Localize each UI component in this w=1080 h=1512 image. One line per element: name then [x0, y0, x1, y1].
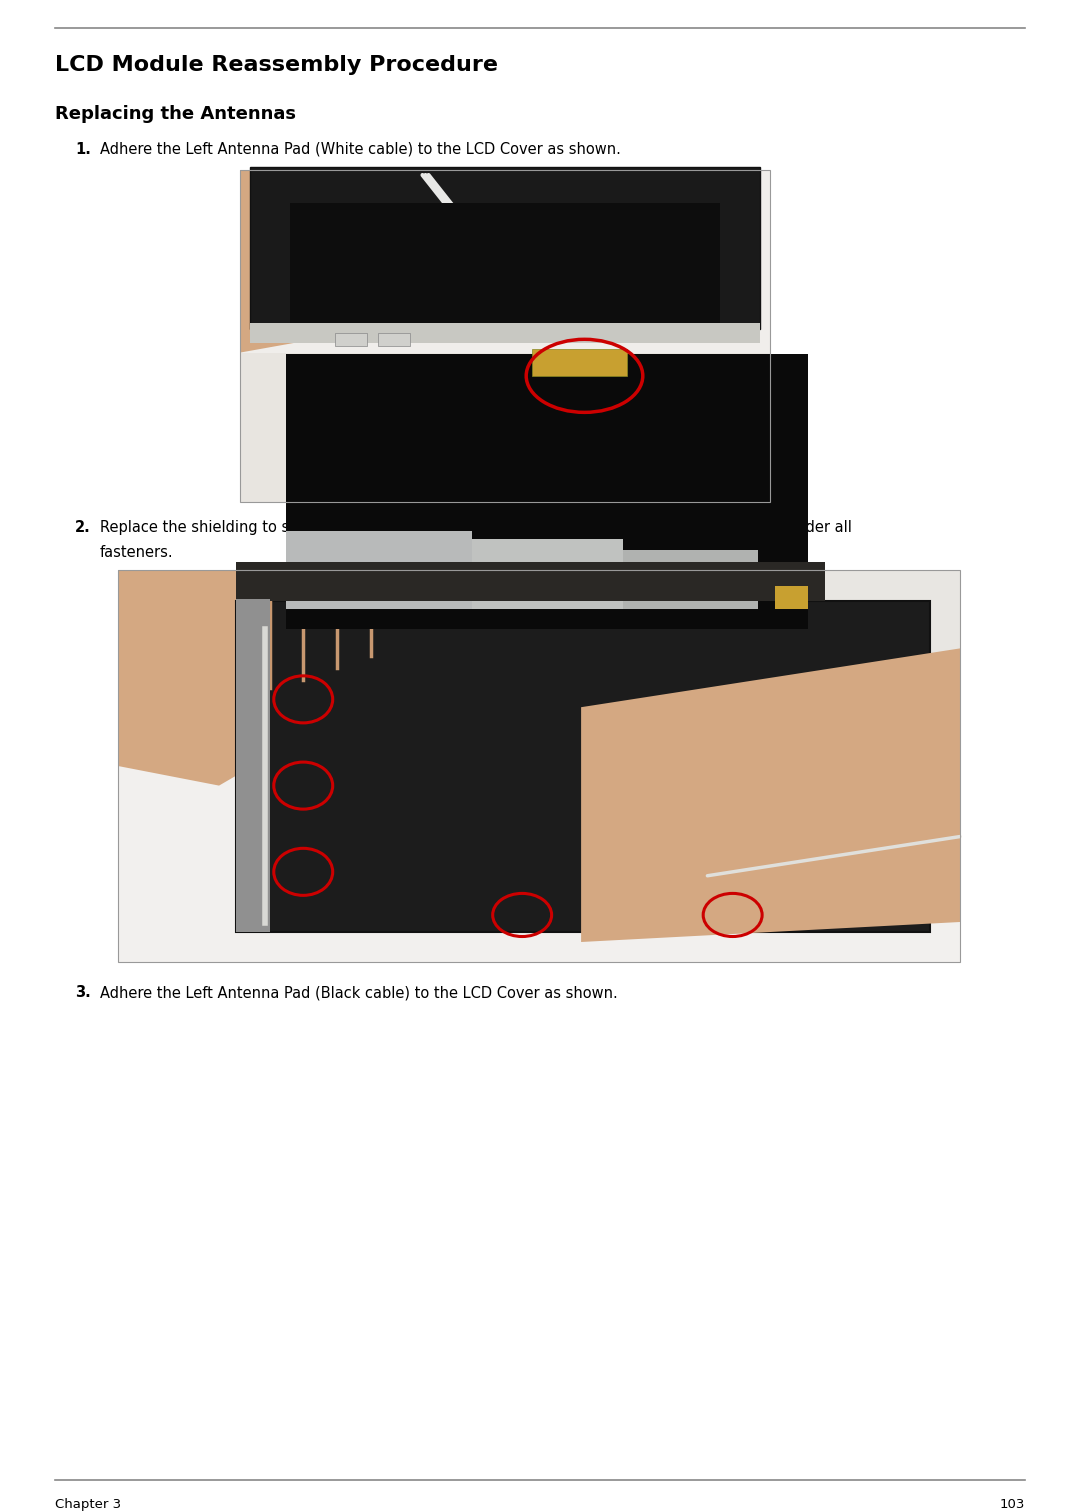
- Text: 1.: 1.: [75, 142, 91, 157]
- Polygon shape: [581, 649, 960, 942]
- Bar: [235, 599, 270, 931]
- Bar: [240, 169, 770, 352]
- Polygon shape: [235, 602, 930, 931]
- Bar: [774, 585, 809, 609]
- Text: Chapter 3: Chapter 3: [55, 1498, 121, 1510]
- Polygon shape: [240, 169, 478, 352]
- Text: Replace the shielding to secure the left Antenna cable in place. Ensure that the: Replace the shielding to secure the left…: [100, 520, 852, 535]
- Bar: [291, 203, 720, 343]
- Bar: [118, 747, 960, 962]
- Bar: [235, 562, 825, 602]
- Bar: [118, 570, 960, 962]
- Bar: [286, 531, 472, 609]
- Bar: [240, 169, 770, 502]
- Bar: [118, 570, 960, 962]
- Bar: [531, 349, 626, 376]
- Polygon shape: [118, 570, 388, 786]
- Text: fasteners.: fasteners.: [100, 544, 174, 559]
- Bar: [240, 169, 770, 502]
- Bar: [249, 166, 760, 330]
- Bar: [378, 333, 409, 346]
- Bar: [336, 333, 367, 346]
- Text: Adhere the Left Antenna Pad (Black cable) to the LCD Cover as shown.: Adhere the Left Antenna Pad (Black cable…: [100, 984, 618, 999]
- Bar: [623, 550, 758, 609]
- Text: 2.: 2.: [75, 520, 91, 535]
- Text: Adhere the Left Antenna Pad (White cable) to the LCD Cover as shown.: Adhere the Left Antenna Pad (White cable…: [100, 142, 621, 157]
- Text: 103: 103: [1000, 1498, 1025, 1510]
- Text: 3.: 3.: [75, 984, 91, 999]
- Bar: [286, 354, 809, 629]
- Text: Replacing the Antennas: Replacing the Antennas: [55, 104, 296, 122]
- Text: LCD Module Reassembly Procedure: LCD Module Reassembly Procedure: [55, 54, 498, 76]
- Bar: [249, 322, 760, 343]
- Bar: [472, 538, 623, 609]
